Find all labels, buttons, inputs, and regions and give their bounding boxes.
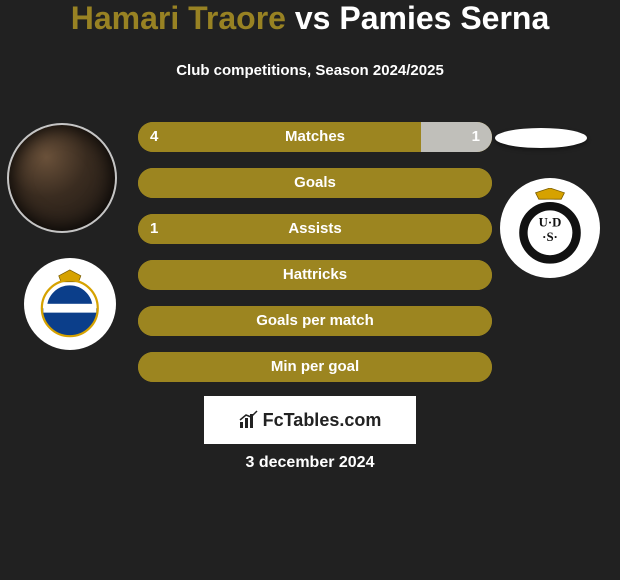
stat-bar-row: Goals per match — [138, 306, 492, 336]
blank-oval-icon — [495, 128, 587, 148]
bar-label: Min per goal — [138, 352, 492, 382]
player-photo-icon — [7, 123, 117, 233]
bar-value-left: 4 — [150, 122, 158, 152]
page-title: Hamari Traore vs Pamies Serna — [0, 0, 620, 37]
bar-label: Hattricks — [138, 260, 492, 290]
source-text: FcTables.com — [263, 410, 382, 431]
stat-bar-row: Goals — [138, 168, 492, 198]
source-label: FcTables.com — [239, 410, 382, 431]
bar-label: Goals — [138, 168, 492, 198]
comparison-card: Hamari Traore vs Pamies Serna Club compe… — [0, 0, 620, 580]
bar-label: Goals per match — [138, 306, 492, 336]
title-vs: vs — [286, 0, 339, 36]
unionistas-badge-icon: U·D ·S· — [500, 178, 600, 278]
subtitle: Club competitions, Season 2024/2025 — [0, 62, 620, 79]
bar-value-left: 1 — [150, 214, 158, 244]
svg-text:U·D: U·D — [539, 215, 562, 229]
real-sociedad-badge-icon — [24, 258, 116, 350]
bar-value-right: 1 — [472, 122, 480, 152]
stat-bar-row: Matches4 1 — [138, 122, 492, 152]
footer-date: 3 december 2024 — [0, 454, 620, 472]
bar-label: Matches — [138, 122, 492, 152]
bar-label: Assists — [138, 214, 492, 244]
stat-bar-row: Hattricks — [138, 260, 492, 290]
title-player-right: Pamies Serna — [339, 0, 549, 36]
stat-bars: Matches41GoalsAssists1HattricksGoals per… — [138, 122, 492, 398]
source-badge: FcTables.com — [204, 396, 416, 444]
club-badge-left-svg — [33, 267, 107, 341]
stat-bar-row: Min per goal — [138, 352, 492, 382]
stat-bar-row: Assists1 — [138, 214, 492, 244]
club-badge-right-svg: U·D ·S· — [510, 188, 590, 268]
svg-text:·S·: ·S· — [542, 230, 558, 244]
title-player-left: Hamari Traore — [71, 0, 286, 36]
chart-icon — [239, 410, 259, 430]
